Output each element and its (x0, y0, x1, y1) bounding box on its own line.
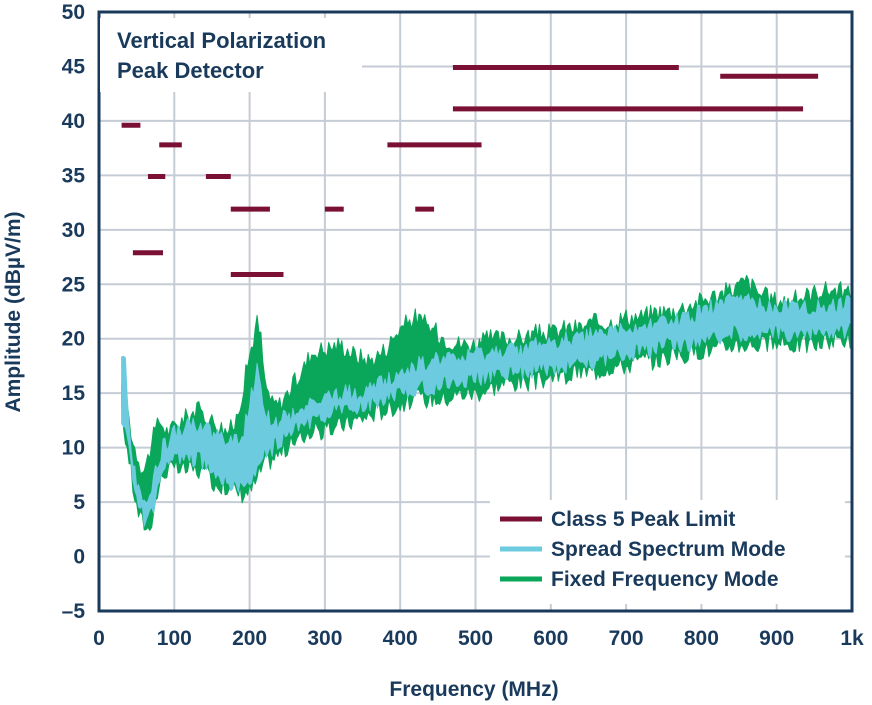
plot-area (121, 274, 853, 531)
x-tick-label: 900 (759, 627, 794, 650)
series-spread-spectrum-mode (121, 293, 853, 527)
limit-lines (121, 65, 819, 277)
y-tick-label: 45 (62, 55, 86, 78)
x-tick-label: 100 (157, 627, 192, 650)
x-tick-label: 500 (458, 627, 493, 650)
y-tick-label: 30 (62, 219, 85, 242)
legend-label-spread: Spread Spectrum Mode (551, 538, 786, 561)
x-tick-labels: 0 100 200 300 400 500 600 700 800 900 1k (93, 627, 864, 650)
x-tick-label: 0 (93, 627, 105, 650)
y-tick-labels: –5 0 5 10 15 20 25 30 35 40 45 50 (62, 1, 86, 623)
y-tick-label: 0 (73, 546, 85, 569)
annotation-line-1: Vertical Polarization (117, 28, 326, 53)
legend-label-limit: Class 5 Peak Limit (551, 508, 735, 531)
plot-border (97, 10, 854, 613)
y-axis-title: Amplitude (dBµV/m) (2, 211, 25, 412)
x-tick-label: 600 (533, 627, 568, 650)
y-tick-label: 5 (73, 491, 85, 514)
legend-label-fixed: Fixed Frequency Mode (551, 568, 779, 591)
y-tick-label: 20 (62, 328, 85, 351)
y-tick-label: 10 (62, 437, 85, 460)
annotation-line-2: Peak Detector (117, 58, 264, 83)
y-tick-label: 15 (62, 382, 86, 405)
x-axis-title: Frequency (MHz) (389, 678, 558, 701)
legend: Class 5 Peak Limit Spread Spectrum Mode … (490, 500, 845, 604)
y-tick-label: 50 (62, 1, 85, 24)
x-tick-label: 1k (840, 627, 864, 650)
x-tick-label: 200 (232, 627, 267, 650)
y-tick-label: –5 (62, 600, 86, 623)
plot-frame (97, 10, 854, 613)
x-tick-label: 300 (307, 627, 342, 650)
y-tick-label: 40 (62, 110, 85, 133)
y-tick-label: 25 (62, 273, 86, 296)
y-tick-label: 35 (62, 164, 86, 187)
annotation-box: Vertical Polarization Peak Detector (100, 18, 362, 92)
x-tick-label: 400 (383, 627, 418, 650)
x-tick-label: 700 (609, 627, 644, 650)
x-tick-label: 800 (684, 627, 719, 650)
